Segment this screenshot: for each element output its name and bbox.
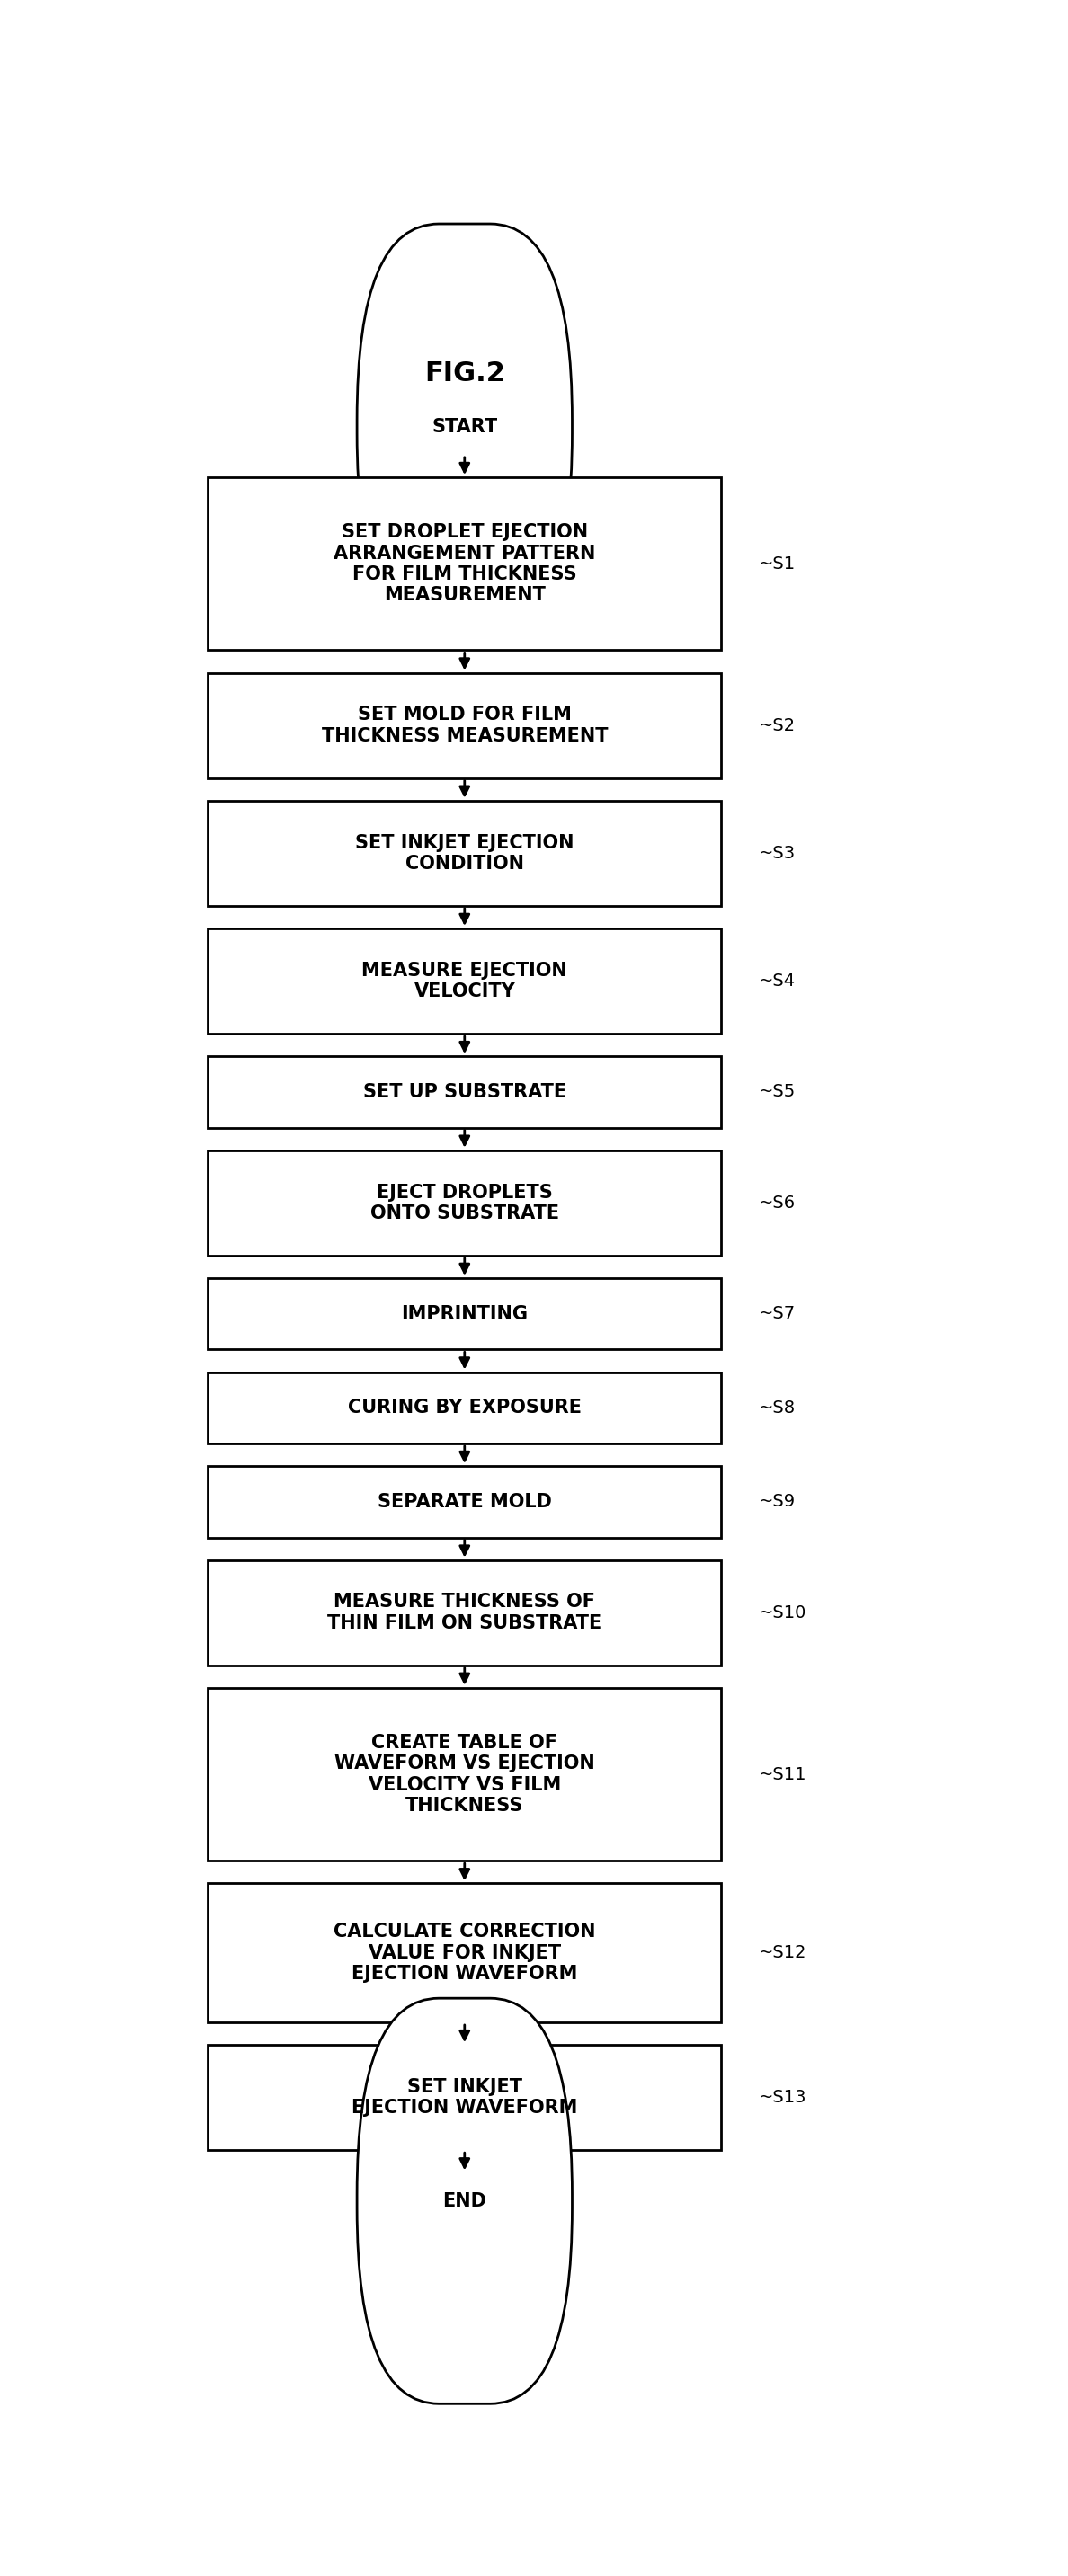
FancyBboxPatch shape xyxy=(208,1687,721,1860)
Text: ~S5: ~S5 xyxy=(758,1084,796,1100)
Text: MEASURE EJECTION: MEASURE EJECTION xyxy=(362,961,567,979)
Text: ONTO SUBSTRATE: ONTO SUBSTRATE xyxy=(371,1206,559,1224)
Text: IMPRINTING: IMPRINTING xyxy=(402,1306,528,1321)
Text: WAVEFORM VS EJECTION: WAVEFORM VS EJECTION xyxy=(334,1754,595,1772)
FancyBboxPatch shape xyxy=(357,224,572,629)
Text: VELOCITY VS FILM: VELOCITY VS FILM xyxy=(368,1775,561,1793)
Text: ~S10: ~S10 xyxy=(758,1605,806,1620)
Text: ARRANGEMENT PATTERN: ARRANGEMENT PATTERN xyxy=(333,544,596,562)
Text: ~S6: ~S6 xyxy=(758,1195,796,1211)
Text: THICKNESS: THICKNESS xyxy=(406,1798,523,1816)
Text: EJECTION WAVEFORM: EJECTION WAVEFORM xyxy=(351,2099,578,2117)
Text: CONDITION: CONDITION xyxy=(405,855,524,873)
Text: MEASUREMENT: MEASUREMENT xyxy=(383,587,546,605)
Text: SET DROPLET EJECTION: SET DROPLET EJECTION xyxy=(342,523,587,541)
FancyBboxPatch shape xyxy=(208,2045,721,2151)
Text: THICKNESS MEASUREMENT: THICKNESS MEASUREMENT xyxy=(321,726,608,744)
Text: EJECTION WAVEFORM: EJECTION WAVEFORM xyxy=(351,1965,578,1984)
Text: SET INKJET EJECTION: SET INKJET EJECTION xyxy=(356,835,574,853)
Text: SET UP SUBSTRATE: SET UP SUBSTRATE xyxy=(363,1082,566,1100)
Text: ~S8: ~S8 xyxy=(758,1399,796,1417)
Text: ~S12: ~S12 xyxy=(758,1945,806,1960)
Text: EJECT DROPLETS: EJECT DROPLETS xyxy=(377,1182,552,1200)
FancyBboxPatch shape xyxy=(208,1278,721,1350)
Text: FOR FILM THICKNESS: FOR FILM THICKNESS xyxy=(352,564,577,582)
FancyBboxPatch shape xyxy=(357,1999,572,2403)
FancyBboxPatch shape xyxy=(208,1373,721,1443)
Text: FIG.2: FIG.2 xyxy=(424,361,505,386)
Text: ~S1: ~S1 xyxy=(758,556,796,572)
FancyBboxPatch shape xyxy=(208,1056,721,1128)
Text: ~S11: ~S11 xyxy=(758,1765,806,1783)
Text: VELOCITY: VELOCITY xyxy=(414,981,515,999)
Text: SET MOLD FOR FILM: SET MOLD FOR FILM xyxy=(358,706,571,724)
Text: ~S2: ~S2 xyxy=(758,716,796,734)
Text: CURING BY EXPOSURE: CURING BY EXPOSURE xyxy=(348,1399,581,1417)
Text: ~S4: ~S4 xyxy=(758,974,796,989)
Text: ~S9: ~S9 xyxy=(758,1494,796,1510)
Text: MEASURE THICKNESS OF: MEASURE THICKNESS OF xyxy=(334,1592,595,1610)
FancyBboxPatch shape xyxy=(208,1561,721,1664)
Text: VALUE FOR INKJET: VALUE FOR INKJET xyxy=(368,1945,561,1963)
Text: ~S7: ~S7 xyxy=(758,1306,796,1321)
FancyBboxPatch shape xyxy=(208,1466,721,1538)
FancyBboxPatch shape xyxy=(208,801,721,907)
FancyBboxPatch shape xyxy=(208,927,721,1033)
Text: ~S13: ~S13 xyxy=(758,2089,806,2107)
Text: SET INKJET: SET INKJET xyxy=(407,2079,522,2097)
Text: END: END xyxy=(442,2192,487,2210)
Text: SEPARATE MOLD: SEPARATE MOLD xyxy=(377,1492,552,1510)
Text: START: START xyxy=(431,417,498,435)
Text: CREATE TABLE OF: CREATE TABLE OF xyxy=(372,1734,557,1752)
FancyBboxPatch shape xyxy=(208,672,721,778)
FancyBboxPatch shape xyxy=(208,1883,721,2022)
FancyBboxPatch shape xyxy=(208,477,721,649)
Text: THIN FILM ON SUBSTRATE: THIN FILM ON SUBSTRATE xyxy=(328,1615,601,1633)
Text: CALCULATE CORRECTION: CALCULATE CORRECTION xyxy=(333,1922,596,1940)
Text: ~S3: ~S3 xyxy=(758,845,796,863)
FancyBboxPatch shape xyxy=(208,1151,721,1255)
